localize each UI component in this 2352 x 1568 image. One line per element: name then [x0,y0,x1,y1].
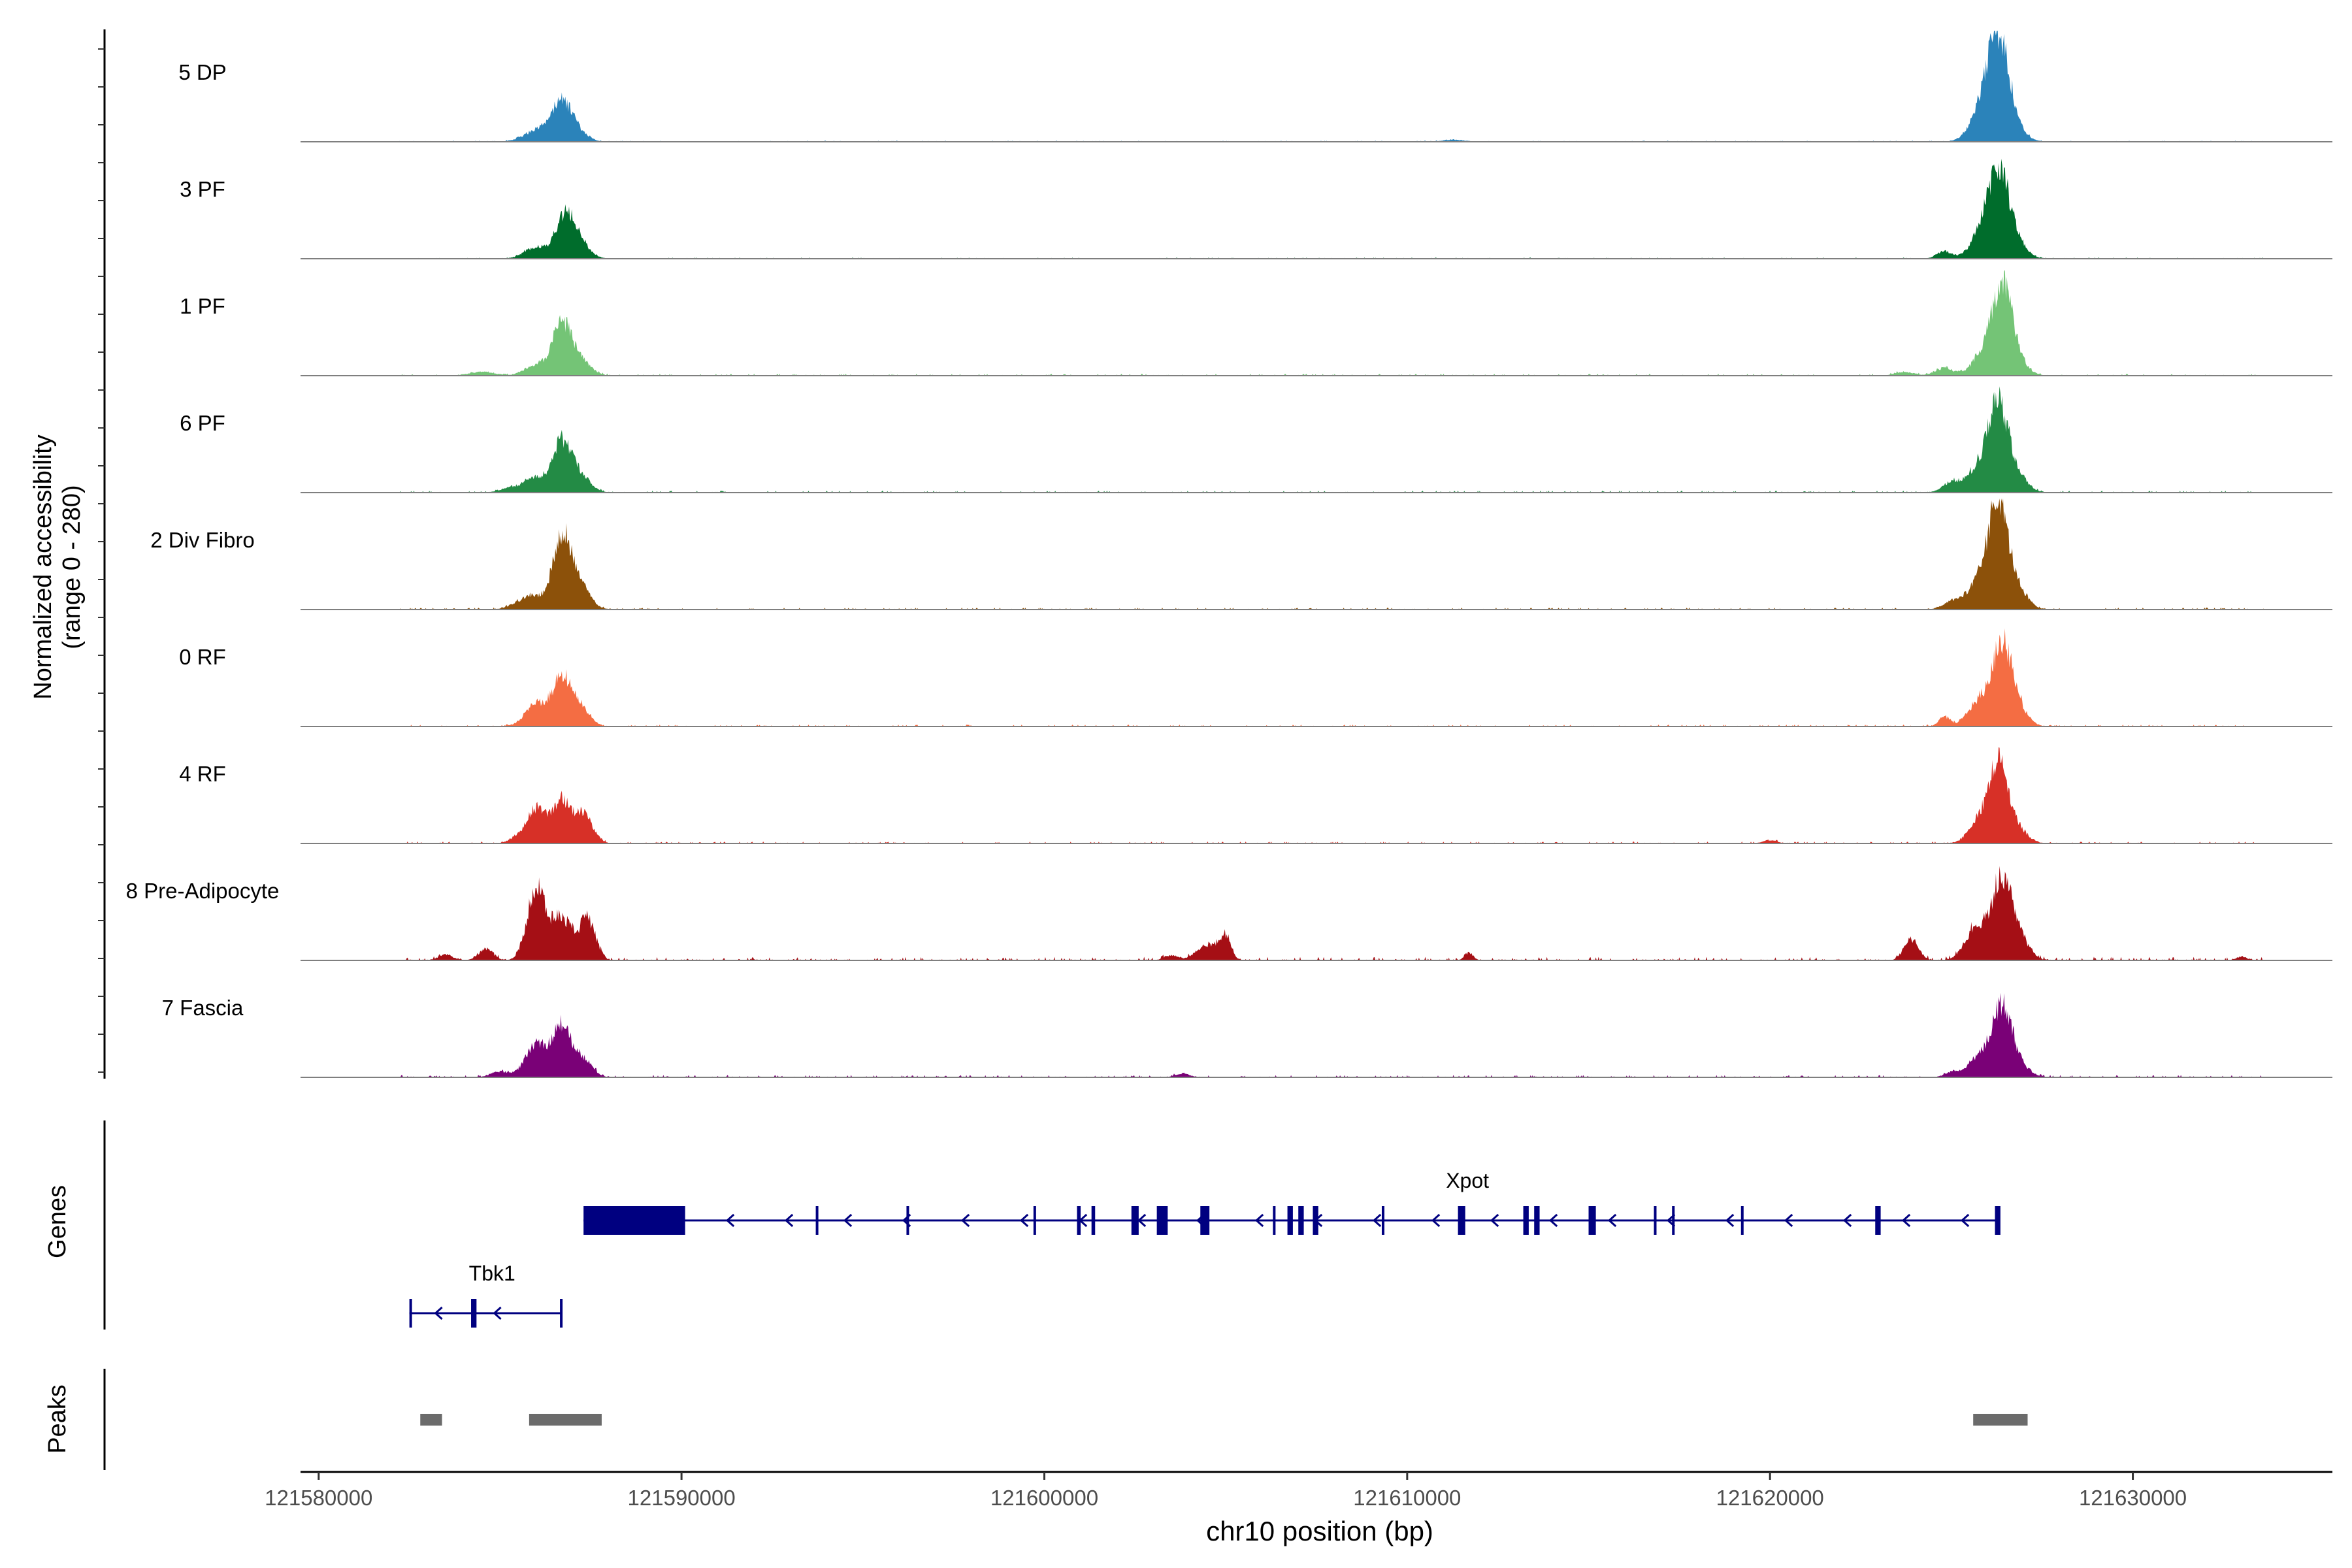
gene-xpot: Xpot [583,1169,2001,1235]
strand-arrow [1784,1213,1793,1228]
strand-arrow [1137,1213,1147,1228]
track-label: 6 PF [180,411,225,435]
gene-exon [1156,1206,1168,1235]
genes-panel: Xpot Tbk1 [103,1120,2001,1330]
track-label: 8 Pre-Adipocyte [126,879,280,903]
track-label: 7 Fascia [162,996,244,1020]
strand-arrow [1901,1213,1911,1228]
strand-arrow [1548,1213,1558,1228]
coverage-area [398,866,2264,960]
peak-region [1973,1414,2028,1426]
strand-arrow [1254,1213,1264,1228]
gene-exon [1033,1206,1036,1235]
gene-exon [1381,1206,1384,1235]
track-0-rf: 0 RF [179,628,2332,727]
track-5-dp: 5 DP [178,31,2332,142]
x-tick-label: 121590000 [628,1486,736,1510]
gene-exon [583,1206,685,1235]
coverage-area [398,159,2264,259]
strand-arrow [434,1306,443,1320]
y-axis [98,29,106,1079]
strand-arrow [843,1213,853,1228]
strand-arrow [1842,1213,1852,1228]
x-tick-label: 121630000 [2079,1486,2187,1510]
track-4-rf: 4 RF [179,747,2332,844]
track-label: 1 PF [180,294,225,318]
gene-exon [1313,1206,1318,1235]
gene-exon [1995,1206,2001,1235]
track-7-fascia: 7 Fascia [162,992,2332,1078]
strand-arrow [1019,1213,1029,1228]
gene-exon [1091,1206,1096,1235]
gene-exon [1273,1206,1276,1235]
x-tick-label: 121610000 [1353,1486,1461,1510]
track-8-pre-adipocyte: 8 Pre-Adipocyte [126,866,2332,961]
peak-region [529,1414,602,1426]
coverage-area [398,270,2264,376]
track-label: 2 Div Fibro [150,528,255,552]
track-label: 3 PF [180,177,225,201]
gene-exon [1534,1206,1540,1235]
coverage-area [398,747,2264,843]
track-6-pf: 6 PF [180,386,2332,493]
track-1-pf: 1 PF [180,270,2332,376]
strand-arrow [1431,1213,1441,1228]
peaks-panel [103,1369,2028,1470]
gene-exon [1200,1206,1210,1235]
strand-arrow [1490,1213,1499,1228]
coverage-tracks: 5 DP 3 PF 1 PF 6 PF 2 Div Fibro 0 RF 4 RF 8 Pre… [126,31,2332,1078]
track-2-div-fibro: 2 Div Fibro [150,498,2332,610]
track-label: 5 DP [178,60,226,84]
track-3-pf: 3 PF [180,159,2332,259]
coverage-area [398,992,2264,1077]
coverage-area [398,628,2264,727]
gene-exon [1298,1206,1304,1235]
strand-arrow [960,1213,970,1228]
y-axis-title-line2: (range 0 - 280) [58,485,86,649]
gene-exon [560,1299,563,1328]
x-tick-label: 121600000 [990,1486,1098,1510]
gene-exon [906,1206,909,1235]
track-label: 0 RF [179,645,226,669]
gene-exon [1672,1206,1675,1235]
strand-arrow [1372,1213,1382,1228]
x-tick-label: 121580000 [265,1486,372,1510]
peak-region [420,1414,442,1426]
gene-exon [1077,1206,1081,1235]
peaks-panel-label: Peaks [44,1384,71,1454]
coverage-area [398,386,2264,493]
strand-arrow [1960,1213,1970,1228]
gene-exon [1654,1206,1657,1235]
gene-exon [1131,1206,1139,1235]
gene-exon [815,1206,819,1235]
coverage-area [398,498,2264,610]
x-axis-title: chr10 position (bp) [1206,1516,1433,1546]
gene-name-label: Tbk1 [469,1262,515,1285]
gene-exon [1588,1206,1596,1235]
x-axis: 121580000 121590000 121600000 121610000 1216… [265,1471,2332,1510]
gene-exon [1523,1206,1529,1235]
gene-name-label: Xpot [1446,1169,1489,1192]
gene-exon [409,1299,412,1328]
gene-exon [1287,1206,1293,1235]
strand-arrow [784,1213,794,1228]
coverage-area [398,31,2264,142]
genes-panel-label: Genes [44,1185,71,1258]
track-label: 4 RF [179,762,226,786]
gene-exon [1458,1206,1465,1235]
gene-exon [471,1299,477,1328]
x-tick-label: 121620000 [1716,1486,1824,1510]
gene-exon [1740,1206,1744,1235]
gene-exon [1875,1206,1881,1235]
strand-arrow [493,1306,502,1320]
strand-arrow [725,1213,735,1228]
strand-arrow [1607,1213,1617,1228]
strand-arrow [1725,1213,1735,1228]
y-axis-title-line1: Normalized accessibility [29,434,57,699]
gene-tbk1: Tbk1 [409,1262,563,1328]
